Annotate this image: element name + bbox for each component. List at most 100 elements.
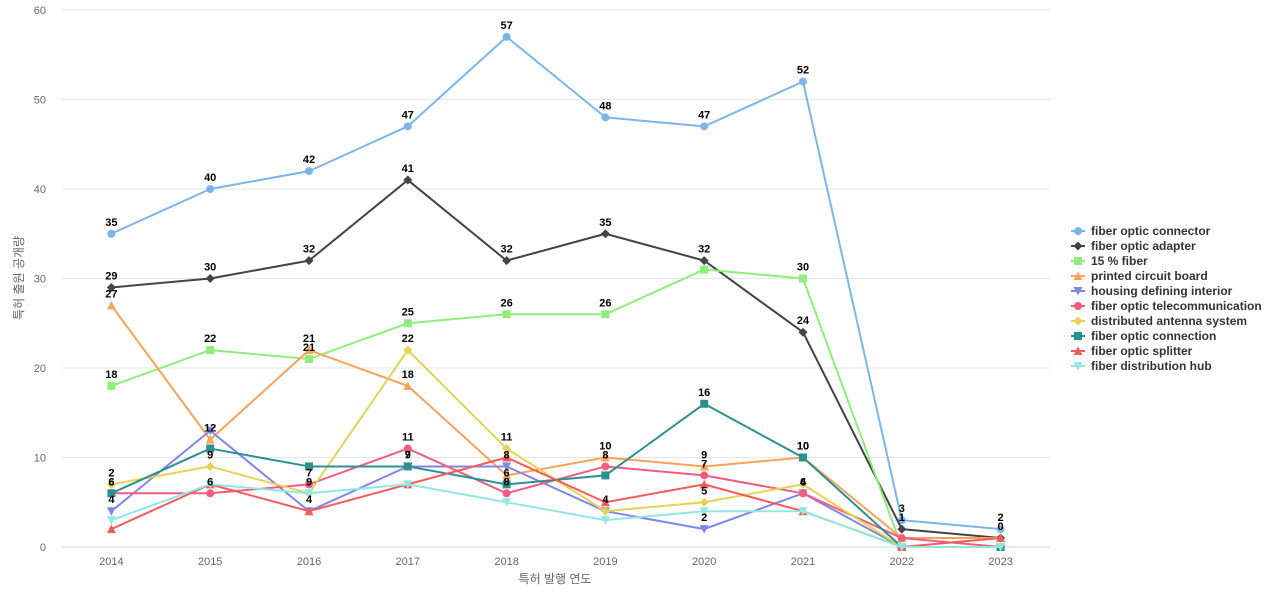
data-label: 8 [602, 449, 608, 461]
data-label: 6 [108, 476, 114, 488]
data-point [700, 471, 709, 480]
legend-item[interactable]: 15 % fiber [1071, 254, 1148, 268]
data-point [699, 525, 709, 534]
x-tick-label: 2014 [99, 556, 123, 568]
data-label: 47 [698, 109, 710, 121]
x-tick-label: 2023 [988, 556, 1012, 568]
data-point [700, 399, 709, 408]
x-tick-label: 2022 [890, 556, 914, 568]
data-label: 30 [204, 262, 216, 274]
data-point [897, 543, 907, 552]
legend-item[interactable]: fiber optic connection [1071, 329, 1216, 343]
data-label: 29 [105, 270, 117, 282]
data-label: 4 [800, 476, 807, 488]
data-point [502, 32, 511, 41]
legend-label: fiber optic connector [1091, 224, 1211, 238]
series-lines [106, 32, 1006, 552]
legend-label: fiber distribution hub [1091, 359, 1212, 373]
x-tick-label: 2016 [297, 556, 321, 568]
legend-item[interactable]: printed circuit board [1071, 269, 1208, 283]
legend-item[interactable]: fiber optic splitter [1071, 344, 1193, 358]
legend-item[interactable]: housing defining interior [1071, 284, 1233, 298]
data-point [798, 479, 808, 489]
data-label: 11 [402, 432, 414, 444]
data-point [106, 282, 116, 292]
data-label: 8 [504, 449, 510, 461]
data-point [600, 516, 610, 525]
data-label: 47 [402, 109, 414, 121]
legend-item[interactable]: fiber optic connector [1071, 224, 1211, 238]
data-label: 9 [405, 449, 411, 461]
data-label: 7 [405, 449, 411, 461]
data-label: 21 [303, 333, 315, 345]
legend-label: fiber optic adapter [1091, 239, 1196, 253]
data-point [601, 310, 610, 319]
data-label: 6 [207, 476, 213, 488]
data-point [502, 470, 512, 480]
legend-marker [1073, 271, 1083, 280]
data-label: 2 [701, 512, 707, 524]
data-label: 9 [207, 449, 213, 461]
series-fiber-distribution-hub [106, 480, 1006, 552]
data-point [600, 453, 610, 462]
data-point [700, 265, 709, 274]
data-point [502, 498, 512, 507]
data-point [107, 381, 116, 390]
data-point [403, 345, 413, 355]
legend-label: fiber optic splitter [1091, 344, 1193, 358]
data-point [600, 506, 610, 516]
data-point [206, 185, 215, 193]
data-label: 26 [599, 297, 611, 309]
data-label: 3 [899, 503, 905, 515]
data-point [799, 489, 807, 498]
x-axis-title: 특허 발행 연도 [519, 571, 592, 586]
legend-marker [1073, 316, 1083, 326]
grid-lines [62, 9, 1050, 548]
data-point [502, 256, 512, 266]
y-axis-title: 특허 출원 공개량 [12, 236, 26, 320]
series-printed-circuit-board [106, 300, 1006, 543]
data-point [699, 461, 709, 471]
legend-label: fiber optic connection [1091, 329, 1216, 343]
legend-label: fiber optic telecommunication [1091, 299, 1262, 313]
data-label: 48 [599, 100, 611, 112]
y-axis-ticks: 0 10 20 30 40 50 60 [34, 5, 46, 554]
data-point [502, 444, 512, 454]
data-label: 25 [402, 306, 414, 318]
y-tick-label: 40 [34, 184, 46, 196]
legend-item[interactable]: fiber optic telecommunication [1071, 299, 1262, 313]
data-label: 30 [797, 262, 809, 274]
y-tick-label: 50 [34, 95, 46, 107]
data-point [600, 229, 610, 239]
legend-item[interactable]: distributed antenna system [1071, 314, 1247, 328]
data-point [403, 381, 413, 390]
data-point [304, 506, 314, 516]
data-label: 32 [500, 244, 512, 256]
series-line [110, 35, 1001, 531]
data-point [107, 229, 116, 238]
data-point [502, 310, 511, 319]
legend-marker [1073, 241, 1083, 251]
data-label: 32 [303, 244, 315, 256]
data-point [699, 256, 709, 266]
data-point [403, 480, 413, 489]
legend-label: 15 % fiber [1091, 254, 1148, 268]
legend-marker [1073, 362, 1083, 371]
data-point [699, 507, 709, 516]
data-label: 22 [204, 333, 216, 345]
series-15-fiber [107, 265, 1005, 551]
series-line [111, 447, 1001, 548]
legend-marker [1074, 257, 1082, 265]
data-point [601, 471, 610, 480]
data-point [206, 489, 215, 498]
legend-item[interactable]: fiber distribution hub [1071, 359, 1212, 373]
data-point [205, 461, 215, 471]
data-label: 22 [402, 333, 414, 345]
data-label: 9 [701, 449, 707, 461]
data-point [996, 525, 1005, 534]
y-tick-label: 60 [34, 5, 46, 17]
legend-item[interactable]: fiber optic adapter [1071, 239, 1196, 253]
data-label: 24 [797, 315, 810, 327]
